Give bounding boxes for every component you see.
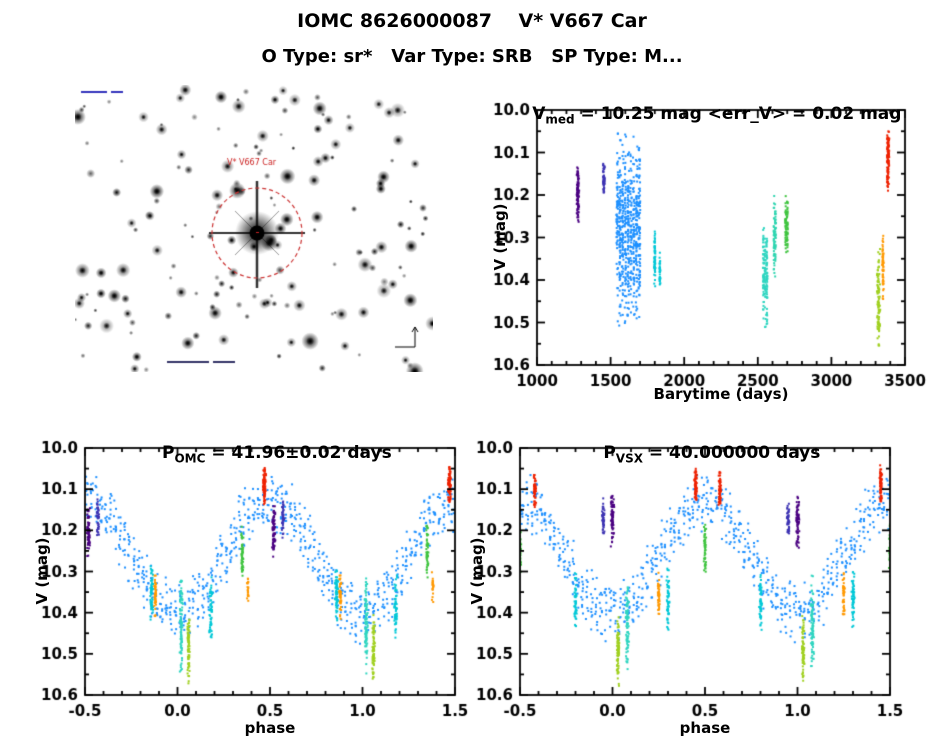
- phase-omc-ylabel: V (mag): [33, 537, 51, 605]
- lightcurve-ylabel: V (mag): [491, 203, 509, 271]
- phase-omc-xlabel: phase: [244, 719, 296, 737]
- phase-omc-plot: [8, 418, 478, 747]
- lightcurve-xlabel: Barytime (days): [653, 385, 789, 403]
- finder-chart-image: [75, 85, 433, 372]
- phase-vsx-xlabel: phase: [679, 719, 731, 737]
- figure-title: IOMC 8626000087 V* V667 Car: [297, 10, 647, 32]
- phase-vsx-ylabel: V (mag): [468, 537, 486, 605]
- lightcurve-plot: [455, 78, 940, 410]
- figure-subtitle: O Type: sr* Var Type: SRB SP Type: M...: [261, 46, 683, 67]
- phase-vsx-plot: [443, 418, 913, 747]
